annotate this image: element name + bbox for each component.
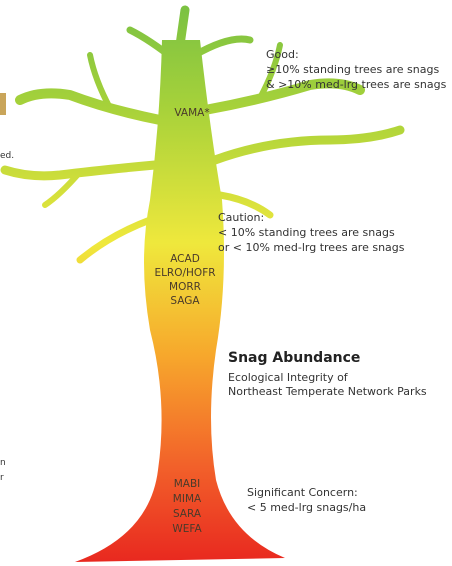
cropped-text: n [0, 458, 6, 468]
cropped-text: ed. [0, 151, 14, 161]
status-description: or < 10% med-lrg trees are snags [218, 241, 405, 254]
cropped-box [0, 93, 6, 115]
infographic: Good: ≥10% standing trees are snags & >10%… [0, 0, 452, 566]
tree [5, 10, 400, 562]
legend-title: Snag Abundance [228, 350, 360, 366]
status-description: Significant Concern: [247, 486, 358, 499]
status-description: Good: [266, 48, 299, 61]
park-code: SARA [173, 508, 202, 520]
status-description: ≥10% standing trees are snags [266, 63, 439, 76]
park-code: WEFA [172, 523, 202, 535]
park-code: SAGA [170, 295, 200, 307]
park-code: ACAD [170, 253, 200, 265]
status-description: < 10% standing trees are snags [218, 226, 395, 239]
park-code: MABI [174, 478, 201, 490]
cropped-text: r [0, 473, 4, 483]
status-description: < 5 med-lrg snags/ha [247, 501, 366, 514]
status-description: & >10% med-lrg trees are snags [266, 78, 447, 91]
park-code: VAMA* [174, 107, 209, 119]
park-code: MIMA [173, 493, 202, 505]
legend-subtitle: Ecological Integrity of [228, 371, 349, 384]
status-description: Caution: [218, 211, 264, 224]
park-code: MORR [169, 281, 201, 293]
park-code: ELRO/HOFR [154, 267, 215, 279]
legend-subtitle: Northeast Temperate Network Parks [228, 385, 427, 398]
labels: Good: ≥10% standing trees are snags & >10%… [0, 48, 447, 535]
